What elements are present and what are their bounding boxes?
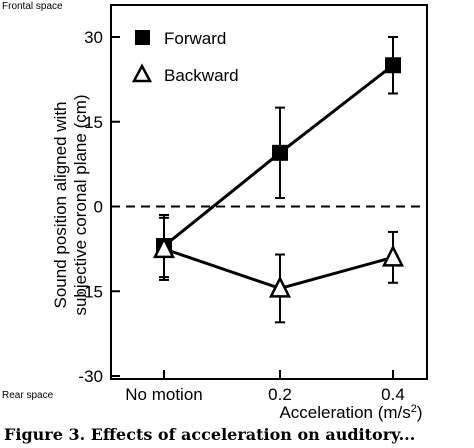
data-series <box>152 36 405 324</box>
x-tick-label: 0.4 <box>381 385 405 404</box>
frontal-space-label: Frontal space <box>2 1 63 12</box>
y-axis-ticks: 30 15 0 -15 -30 <box>78 28 120 386</box>
y-axis-label-line2: subjective coronal plane (cm) <box>71 94 90 315</box>
y-tick-label: 30 <box>84 28 103 47</box>
data-point-backward <box>152 236 176 259</box>
plot-frame <box>110 4 428 380</box>
data-point-forward <box>272 144 288 161</box>
legend-marker-backward <box>131 63 153 83</box>
figure-caption: Figure 3. Effects of acceleration on aud… <box>4 425 416 444</box>
data-point-forward <box>385 57 401 74</box>
y-tick-label: -30 <box>78 367 103 386</box>
x-axis-label: Acceleration (m/s2) <box>279 403 422 422</box>
legend-label-backward: Backward <box>164 66 239 85</box>
x-tick-label: No motion <box>125 385 202 404</box>
legend: Forward Backward <box>131 29 239 85</box>
y-tick-label: 0 <box>94 198 103 217</box>
data-point-backward <box>268 275 292 298</box>
legend-label-forward: Forward <box>164 29 226 48</box>
y-tick-label: 15 <box>84 113 103 132</box>
x-axis-ticks: No motion 0.2 0.4 <box>125 370 405 404</box>
y-axis-label-line1: Sound position aligned with <box>51 102 70 309</box>
x-tick-label: 0.2 <box>268 385 292 404</box>
legend-marker-forward <box>135 30 150 45</box>
rear-space-label: Rear space <box>2 390 54 401</box>
data-point-backward <box>381 244 405 267</box>
y-tick-label: -15 <box>78 282 103 301</box>
